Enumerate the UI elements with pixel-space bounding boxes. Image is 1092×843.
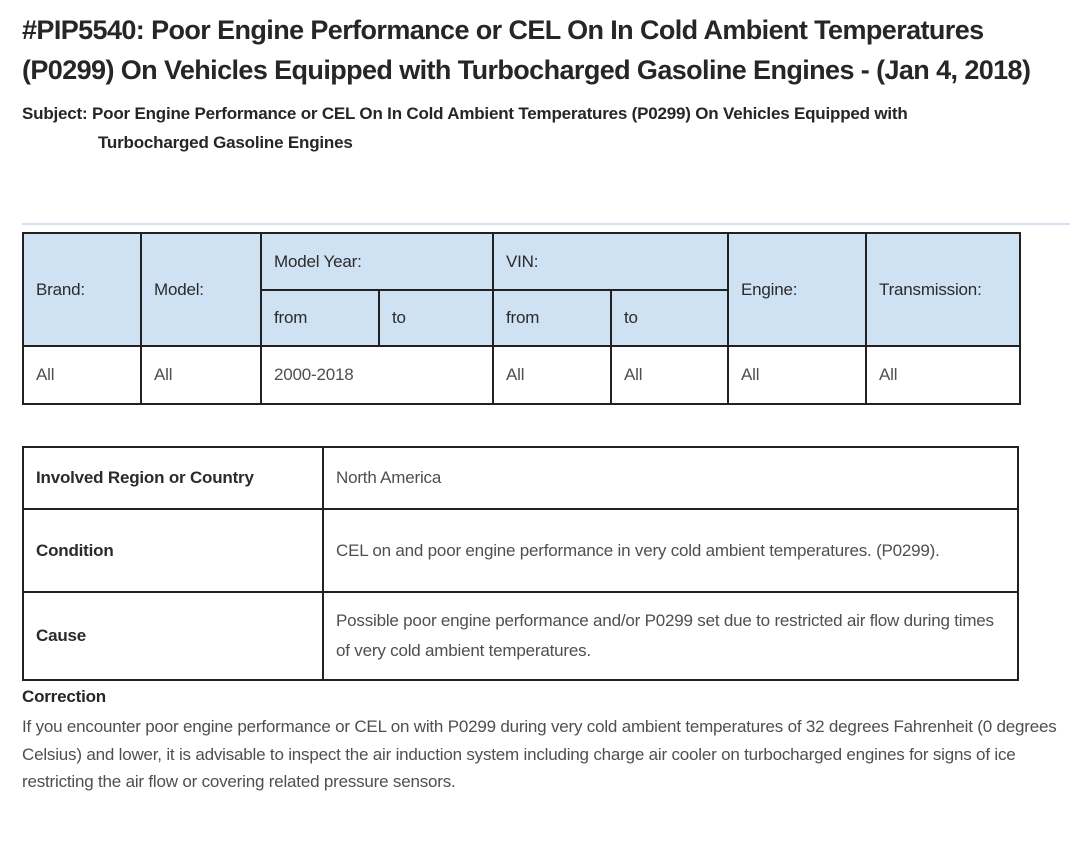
header-model-year-from: from [260, 289, 380, 347]
cell-engine: All [727, 345, 868, 405]
value-cause: Possible poor engine performance and/or … [322, 591, 1019, 681]
details-table: Involved Region or Country North America… [22, 446, 1019, 681]
subject-text: Poor Engine Performance or CEL On In Col… [92, 104, 908, 152]
table-row: Involved Region or Country North America [22, 446, 1019, 510]
cell-model-year: 2000-2018 [260, 345, 494, 405]
label-cause: Cause [22, 591, 324, 681]
header-model-year-to: to [378, 289, 494, 347]
header-brand: Brand: [22, 232, 142, 347]
label-involved-region: Involved Region or Country [22, 446, 324, 510]
value-condition: CEL on and poor engine performance in ve… [322, 508, 1019, 593]
page-title: #PIP5540: Poor Engine Performance or CEL… [22, 15, 1031, 85]
section-divider [22, 223, 1070, 225]
header-engine: Engine: [727, 232, 868, 347]
vehicle-applicability-table: Brand: Model: Model Year: VIN: Engine: T… [22, 232, 1022, 405]
header-model-year: Model Year: [260, 232, 494, 291]
value-involved-region: North America [322, 446, 1019, 510]
correction-paragraph: If you encounter poor engine performance… [22, 717, 1057, 791]
correction-heading: Correction [22, 687, 106, 706]
label-condition: Condition [22, 508, 324, 593]
cell-vin-to: All [609, 345, 730, 405]
cell-model: All [140, 345, 262, 405]
table-row: Condition CEL on and poor engine perform… [22, 508, 1019, 593]
cell-transmission: All [865, 345, 1022, 405]
subject-label: Subject: [22, 104, 88, 123]
vehicle-table-header-row-1: Brand: Model: Model Year: VIN: Engine: T… [22, 232, 1022, 347]
cell-vin-from: All [492, 345, 612, 405]
header-vin-to: to [609, 289, 730, 347]
header-model: Model: [140, 232, 262, 347]
header-transmission: Transmission: [865, 232, 1022, 347]
vehicle-table-data-row: All All 2000-2018 All All All All [22, 345, 1022, 405]
table-row: Cause Possible poor engine performance a… [22, 591, 1019, 681]
cell-brand: All [22, 345, 142, 405]
subject-line: Subject: Poor Engine Performance or CEL … [22, 99, 987, 157]
header-vin: VIN: [491, 232, 730, 291]
vehicle-table-header-row-2: from to from to [23, 289, 1020, 347]
header-vin-from: from [492, 289, 612, 347]
